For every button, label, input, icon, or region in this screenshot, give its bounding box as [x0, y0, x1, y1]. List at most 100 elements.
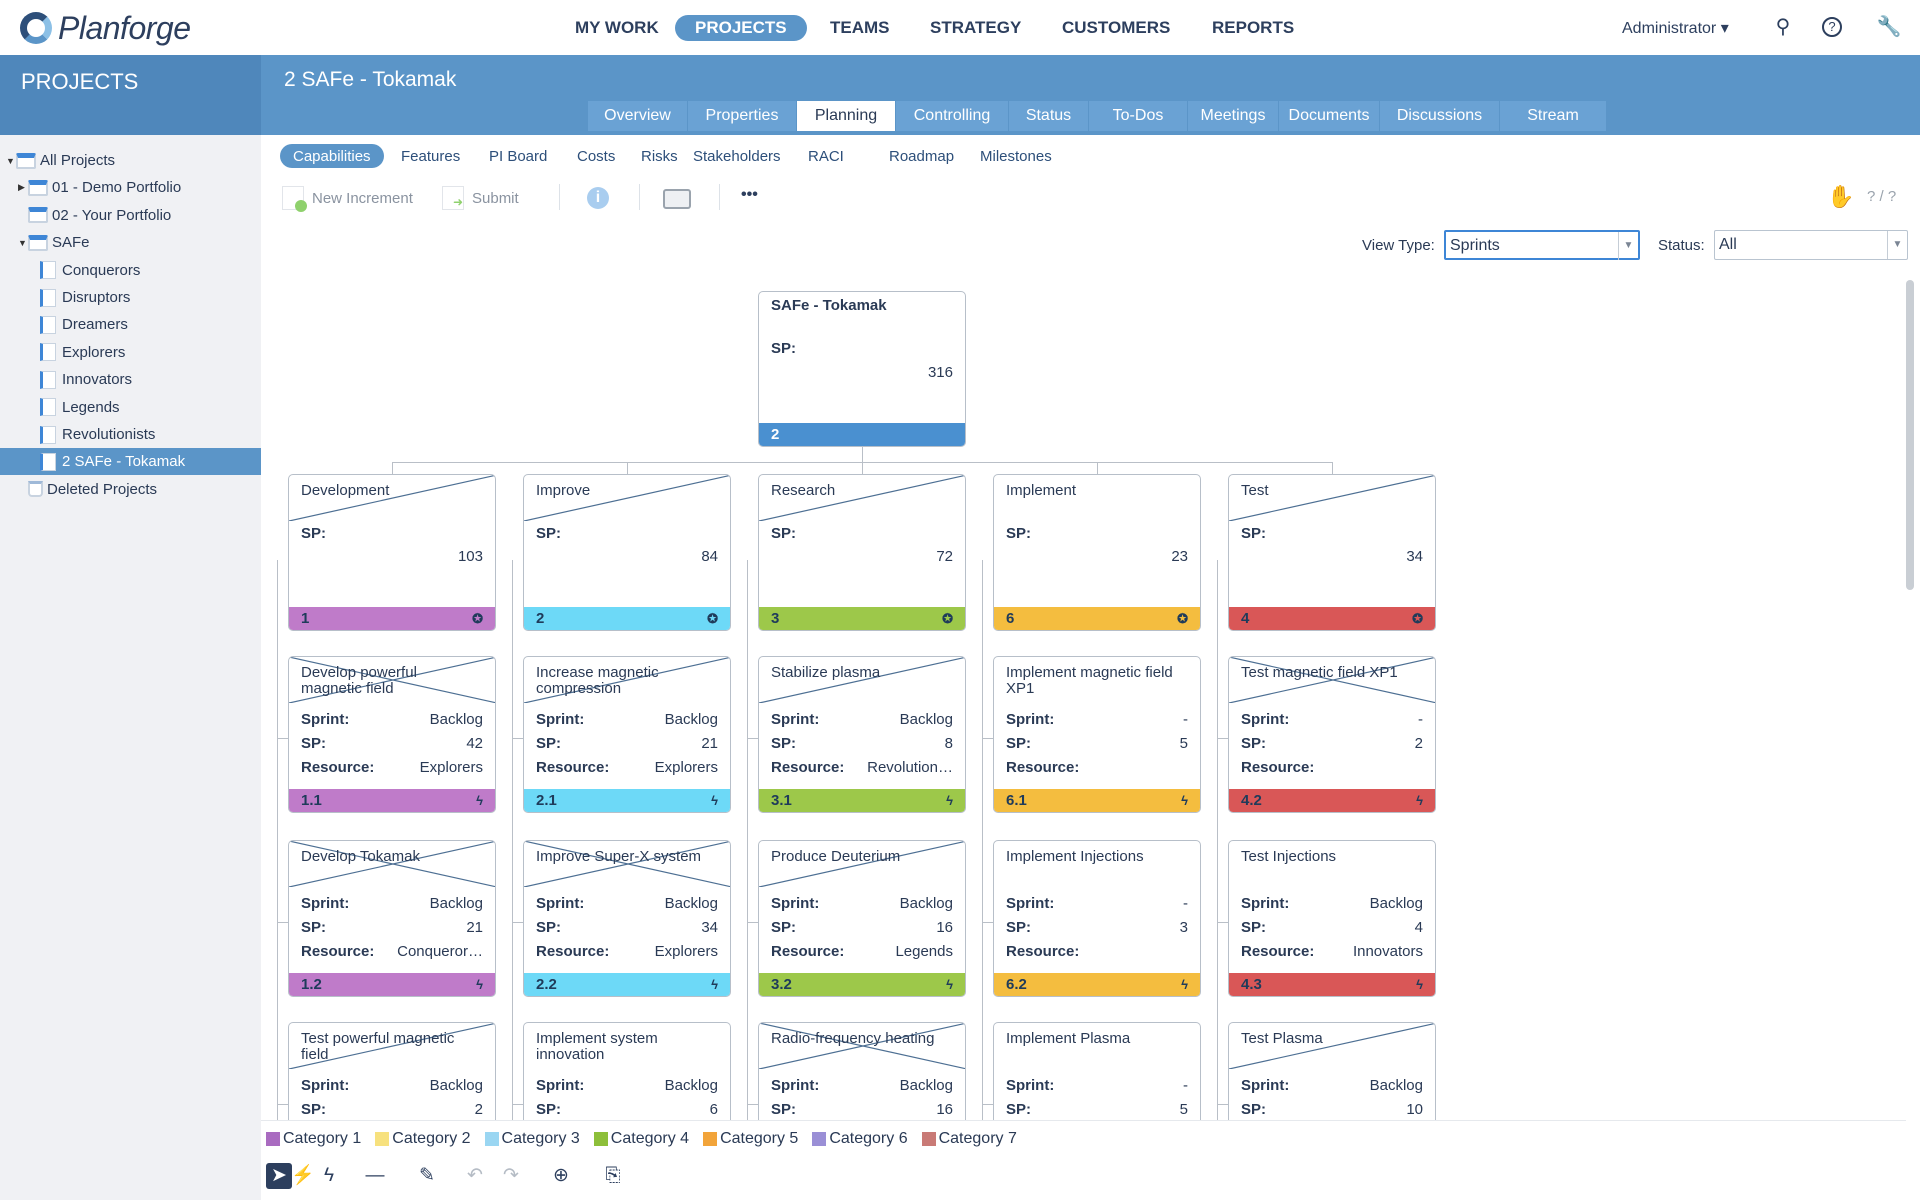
capability-icon[interactable]: ✪	[1412, 610, 1423, 626]
feature-card[interactable]: Radio-frequency heating Sprint: Backlog SP:…	[758, 1022, 966, 1120]
feature-card[interactable]: Test magnetic field XP1 Sprint: - SP: 2 Resou…	[1228, 656, 1436, 813]
subtab-capabilities[interactable]: Capabilities	[280, 144, 384, 168]
feature-card[interactable]: Implement system innovation Sprint: Backlo…	[523, 1022, 731, 1120]
subtab-features[interactable]: Features	[401, 147, 461, 165]
capability-card[interactable]: Development SP: 103 1 ✪	[288, 474, 496, 631]
lightning-icon[interactable]: ϟ	[711, 793, 718, 808]
tab-discussions[interactable]: Discussions	[1380, 101, 1500, 131]
lightning-tool-icon[interactable]: ϟ	[323, 1165, 335, 1186]
feature-card[interactable]: Implement magnetic field XP1 Sprint: - SP: 5…	[993, 656, 1201, 813]
sidebar-item[interactable]: Dreamers	[0, 311, 261, 338]
pencil-icon[interactable]: ✎	[419, 1165, 435, 1186]
lightning-icon[interactable]: ϟ	[476, 977, 483, 992]
select-tool-icon[interactable]: ➤	[266, 1163, 292, 1189]
sidebar-item[interactable]: Legends	[0, 394, 261, 421]
sidebar-item[interactable]: ▶ 01 - Demo Portfolio	[0, 174, 261, 201]
feature-card[interactable]: Test Injections Sprint: Backlog SP: 4 Resourc…	[1228, 840, 1436, 997]
help-icon[interactable]: ?	[1822, 17, 1842, 37]
tab-stream[interactable]: Stream	[1500, 101, 1607, 131]
expand-arrow-icon[interactable]: ▼	[18, 237, 27, 248]
new-increment-button[interactable]: New Increment	[282, 186, 413, 212]
capability-icon[interactable]: ✪	[707, 610, 718, 626]
lightning-icon[interactable]: ϟ	[1181, 793, 1188, 808]
search-icon[interactable]: ⚲	[1775, 16, 1791, 38]
line-tool-icon[interactable]: —	[365, 1165, 385, 1186]
feature-card[interactable]: Test powerful magnetic field Sprint: Backl…	[288, 1022, 496, 1120]
feature-card[interactable]: Stabilize plasma Sprint: Backlog SP: 8 Resour…	[758, 656, 966, 813]
sidebar-item[interactable]: Innovators	[0, 366, 261, 393]
tab-to-dos[interactable]: To-Dos	[1089, 101, 1188, 131]
subtab-costs[interactable]: Costs	[577, 147, 616, 165]
lightning-icon[interactable]: ϟ	[1181, 977, 1188, 992]
subtab-milestones[interactable]: Milestones	[980, 147, 1052, 165]
tab-properties[interactable]: Properties	[688, 101, 797, 131]
view-type-select[interactable]: Sprints ▼	[1444, 230, 1640, 260]
subtab-raci[interactable]: RACI	[808, 147, 844, 165]
lightning-icon[interactable]: ϟ	[476, 793, 483, 808]
tab-documents[interactable]: Documents	[1279, 101, 1380, 131]
print-icon[interactable]	[663, 189, 691, 209]
capability-icon[interactable]: ✪	[942, 610, 953, 626]
nav-customers[interactable]: CUSTOMERS	[1062, 18, 1171, 37]
feature-card[interactable]: Develop Tokamak Sprint: Backlog SP: 21 Resour…	[288, 840, 496, 997]
assign-resource-icon[interactable]: ⊕	[553, 1165, 569, 1186]
status-select[interactable]: All ▼	[1714, 230, 1908, 260]
info-icon[interactable]: i	[587, 187, 609, 209]
redo-icon[interactable]: ↷	[503, 1165, 519, 1186]
logo[interactable]: Planforge	[20, 10, 191, 46]
feature-card[interactable]: Develop powerful magnetic field Sprint: Ba…	[288, 656, 496, 813]
nav-teams[interactable]: TEAMS	[830, 18, 890, 37]
feature-card[interactable]: Implement Injections Sprint: - SP: 3 Resource…	[993, 840, 1201, 997]
lightning-icon[interactable]: ϟ	[946, 977, 953, 992]
capability-card[interactable]: Implement SP: 23 6 ✪	[993, 474, 1201, 631]
sidebar-item[interactable]: Deleted Projects	[0, 476, 261, 503]
tab-controlling[interactable]: Controlling	[896, 101, 1009, 131]
nav-strategy[interactable]: STRATEGY	[930, 18, 1022, 37]
nav-reports[interactable]: REPORTS	[1212, 18, 1295, 37]
feature-card[interactable]: Produce Deuterium Sprint: Backlog SP: 16 Reso…	[758, 840, 966, 997]
submit-button[interactable]: ➜ Submit	[442, 186, 519, 210]
expand-arrow-icon[interactable]: ▶	[18, 182, 25, 193]
feature-card[interactable]: Improve Super-X system Sprint: Backlog SP: 3…	[523, 840, 731, 997]
lightning-icon[interactable]: ϟ	[1416, 977, 1423, 992]
tab-status[interactable]: Status	[1009, 101, 1089, 131]
sidebar-item[interactable]: ▼ All Projects	[0, 147, 261, 174]
lightning-icon[interactable]: ϟ	[1416, 793, 1423, 808]
capability-card[interactable]: Research SP: 72 3 ✪	[758, 474, 966, 631]
vertical-scrollbar[interactable]	[1906, 280, 1914, 590]
subtab-roadmap[interactable]: Roadmap	[889, 147, 955, 165]
sidebar-item[interactable]: Conquerors	[0, 257, 261, 284]
undo-icon[interactable]: ↶	[467, 1165, 483, 1186]
lightning-icon[interactable]: ϟ	[946, 793, 953, 808]
user-menu[interactable]: Administrator ▾	[1622, 20, 1729, 37]
add-page-icon[interactable]: ⎘	[605, 1165, 621, 1186]
subtab-risks[interactable]: Risks	[641, 147, 678, 165]
capability-icon[interactable]: ✪	[472, 610, 483, 626]
sidebar-item[interactable]: Revolutionists	[0, 421, 261, 448]
capability-icon[interactable]: ✪	[1177, 610, 1188, 626]
sidebar-item[interactable]: ▼ SAFe	[0, 229, 261, 256]
capability-card[interactable]: Test SP: 34 4 ✪	[1228, 474, 1436, 631]
sidebar-item[interactable]: Explorers	[0, 339, 261, 366]
subtab-pi-board[interactable]: PI Board	[489, 147, 548, 165]
sidebar-item[interactable]: 2 SAFe - Tokamak	[0, 448, 261, 476]
feature-card[interactable]: Increase magnetic compression Sprint: Back…	[523, 656, 731, 813]
wrench-icon[interactable]: 🔧	[1876, 16, 1902, 38]
add-capability-tool-icon[interactable]: ⚡	[291, 1165, 315, 1186]
lightning-icon[interactable]: ϟ	[711, 977, 718, 992]
tab-meetings[interactable]: Meetings	[1188, 101, 1279, 131]
sidebar-item[interactable]: Disruptors	[0, 284, 261, 311]
root-card[interactable]: SAFe - Tokamak SP: 316 2	[758, 291, 966, 447]
raise-hand-icon[interactable]: ✋	[1827, 184, 1855, 209]
more-button[interactable]: •••	[741, 186, 758, 203]
nav-projects[interactable]: PROJECTS	[675, 15, 807, 41]
subtab-stakeholders[interactable]: Stakeholders	[693, 147, 781, 165]
capability-card[interactable]: Improve SP: 84 2 ✪	[523, 474, 731, 631]
tab-overview[interactable]: Overview	[588, 101, 688, 131]
expand-arrow-icon[interactable]: ▼	[6, 155, 15, 166]
nav-my-work[interactable]: MY WORK	[575, 18, 659, 37]
tab-planning[interactable]: Planning	[797, 101, 896, 131]
sidebar-item[interactable]: 02 - Your Portfolio	[0, 202, 261, 229]
